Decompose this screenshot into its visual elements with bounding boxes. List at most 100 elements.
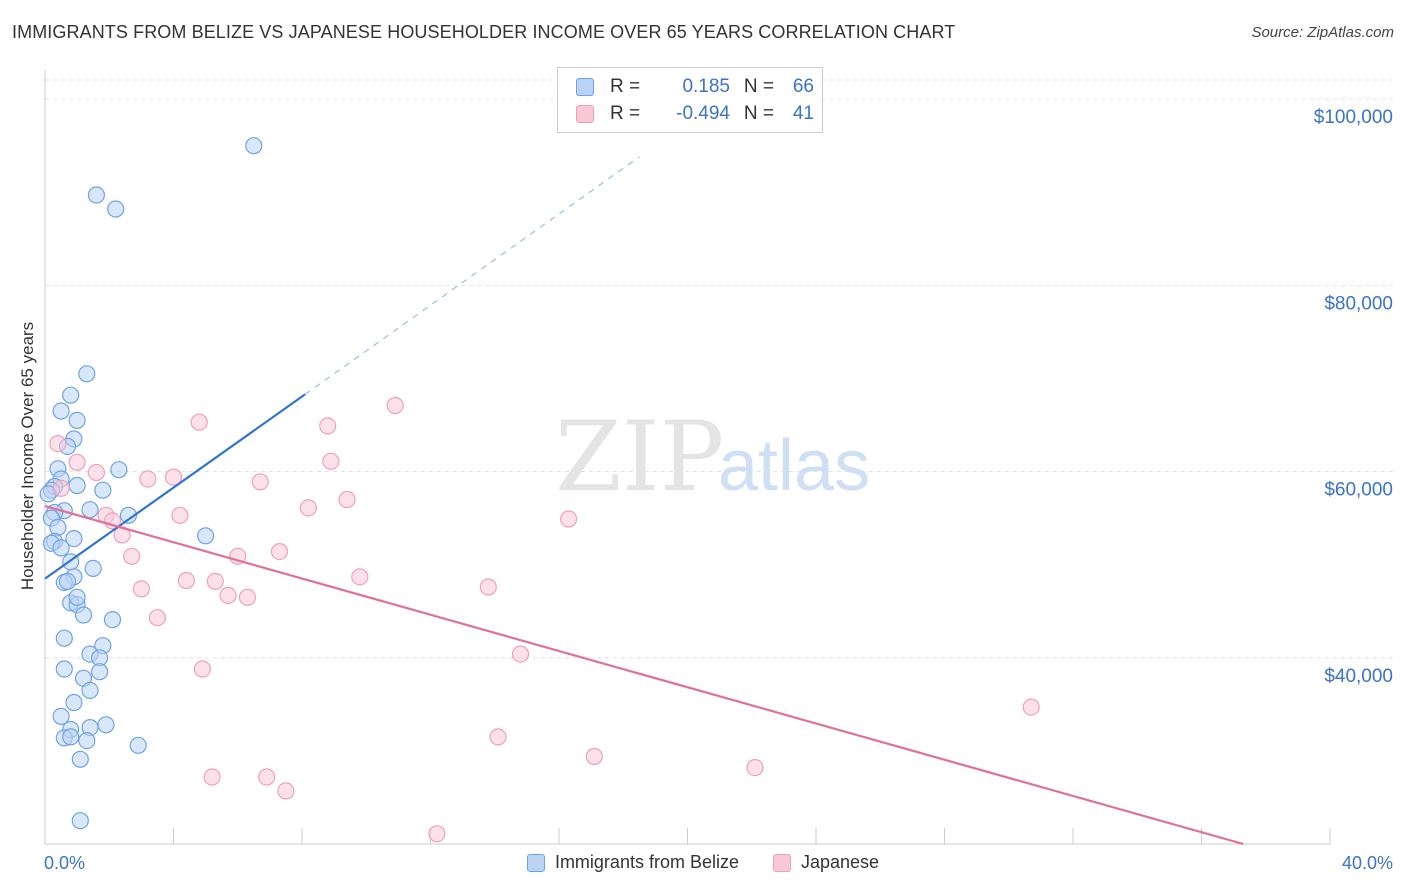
point-belize <box>55 660 73 678</box>
watermark-zip: ZIP <box>555 401 724 513</box>
point-japanese <box>338 490 356 509</box>
point-belize <box>71 812 89 830</box>
point-japanese <box>1022 698 1040 716</box>
point-japanese <box>428 825 446 843</box>
point-belize <box>97 716 115 734</box>
point-japanese <box>87 463 106 482</box>
point-belize <box>52 402 70 420</box>
point-belize <box>81 681 99 700</box>
point-japanese <box>277 782 295 800</box>
point-japanese <box>322 452 340 470</box>
point-belize <box>78 731 96 750</box>
point-japanese <box>52 479 70 497</box>
point-belize <box>245 137 263 155</box>
data-points <box>39 137 1040 843</box>
point-belize <box>110 461 128 479</box>
point-japanese <box>148 609 166 627</box>
point-belize <box>68 411 86 429</box>
point-belize <box>78 365 96 383</box>
point-belize <box>103 610 122 629</box>
legend-item-belize[interactable]: Immigrants from Belize <box>526 852 739 873</box>
trend-lines <box>44 156 1244 846</box>
r-value: -0.494 <box>676 103 730 124</box>
point-belize <box>55 629 73 647</box>
trend-line-belize-extension <box>304 156 640 395</box>
legend: Immigrants from Belize Japanese <box>0 852 1406 873</box>
point-japanese <box>139 470 157 488</box>
point-japanese <box>193 660 211 678</box>
point-belize <box>197 527 215 545</box>
point-japanese <box>251 473 269 491</box>
axes <box>44 70 1331 845</box>
point-belize <box>107 200 125 218</box>
point-japanese <box>299 499 317 517</box>
point-belize <box>81 501 99 519</box>
point-japanese <box>351 568 369 586</box>
stats-swatch-belize <box>576 78 594 96</box>
point-japanese <box>585 747 603 766</box>
point-belize <box>129 736 147 754</box>
trend-line-japanese <box>44 504 1244 846</box>
point-japanese <box>177 571 195 590</box>
x-tick-label-max: 40.0% <box>1342 853 1393 873</box>
n-label: N = <box>743 76 774 97</box>
point-belize <box>90 663 109 681</box>
legend-swatch-belize <box>526 853 545 872</box>
point-japanese <box>132 580 150 598</box>
y-tick-label: $80,000 <box>1324 293 1393 314</box>
point-japanese <box>559 510 578 528</box>
point-belize <box>94 481 112 499</box>
point-japanese <box>171 506 189 524</box>
point-japanese <box>49 435 67 453</box>
y-tick-label: $60,000 <box>1324 480 1393 501</box>
legend-label-belize: Immigrants from Belize <box>554 852 739 872</box>
stats-swatch-japanese <box>576 105 594 123</box>
point-japanese <box>746 758 764 777</box>
stats-box: R = 0.185 N = 66 R = -0.494 N = 41 <box>557 67 823 133</box>
r-value: 0.185 <box>682 76 730 97</box>
point-belize <box>62 386 80 404</box>
point-japanese <box>270 542 289 561</box>
point-belize <box>62 728 80 746</box>
grid-lines <box>45 79 1394 659</box>
y-axis-label: Householder Income Over 65 years <box>18 322 37 590</box>
x-tick-label-min: 0.0% <box>44 853 85 873</box>
n-value: 66 <box>792 76 814 97</box>
r-label: R = <box>610 76 641 97</box>
point-belize <box>58 572 77 591</box>
point-japanese <box>238 588 256 606</box>
point-belize <box>87 186 106 204</box>
point-belize <box>52 539 70 557</box>
point-japanese <box>258 768 276 786</box>
y-tick-label: $40,000 <box>1324 666 1393 687</box>
point-japanese <box>190 413 208 431</box>
legend-label-japanese: Japanese <box>800 852 880 872</box>
point-belize <box>52 707 70 726</box>
legend-swatch-japanese <box>772 853 791 872</box>
point-japanese <box>511 645 530 663</box>
r-label: R = <box>610 103 641 124</box>
stats-row-belize: R = 0.185 N = 66 <box>576 73 814 101</box>
point-japanese <box>219 586 237 605</box>
point-belize <box>65 693 83 712</box>
tick-labels: $40,000 $60,000 $80,000 $100,000 0.0% 40.0% <box>44 107 1393 873</box>
point-belize <box>65 529 83 548</box>
legend-item-japanese[interactable]: Japanese <box>772 852 880 873</box>
n-label: N = <box>743 103 774 124</box>
point-belize <box>119 506 138 524</box>
y-tick-label: $100,000 <box>1314 107 1393 128</box>
point-belize <box>68 476 86 495</box>
source-label: Source: ZipAtlas.com <box>1251 24 1394 41</box>
point-japanese <box>68 453 86 471</box>
point-belize <box>71 750 89 768</box>
point-belize <box>84 559 102 578</box>
point-belize <box>74 606 93 624</box>
point-japanese <box>386 396 404 415</box>
point-japanese <box>319 417 337 435</box>
point-japanese <box>164 468 183 486</box>
n-value: 41 <box>792 103 814 124</box>
point-japanese <box>206 572 224 591</box>
watermark: ZIP atlas <box>555 401 870 513</box>
stats-row-japanese: R = -0.494 N = 41 <box>576 100 814 128</box>
